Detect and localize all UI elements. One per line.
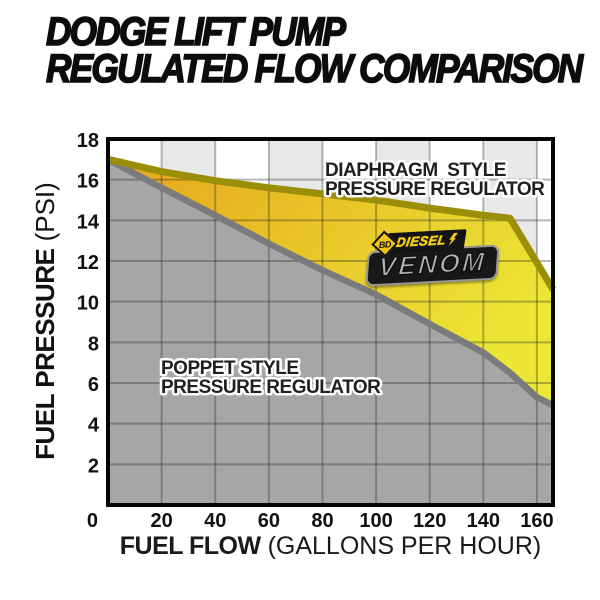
lightning-bolt-icon xyxy=(447,233,458,247)
plot-border xyxy=(106,137,555,507)
y-axis-title: FUEL PRESSURE (PSI) xyxy=(30,148,62,494)
x-axis-title-unit: (GALLONS PER HOUR) xyxy=(267,532,542,560)
title-line-1: DODGE LIFT PUMP xyxy=(45,10,346,54)
x-tick-label: 140 xyxy=(467,510,500,532)
diaphragm-area-fill xyxy=(108,159,553,406)
x-tick-label: 60 xyxy=(258,510,280,532)
diesel-wordmark-text: DIESEL xyxy=(395,232,448,250)
bd-diesel-venom-logo: BD DIESEL VENOM xyxy=(365,227,500,287)
y-tick-label: 2 xyxy=(88,455,99,477)
y-tick-label: 10 xyxy=(77,293,99,315)
x-tick-label: 20 xyxy=(150,510,172,532)
page-title: DODGE LIFT PUMP REGULATED FLOW COMPARISO… xyxy=(45,10,584,91)
diaphragm-curve-label-line1: DIAPHRAGM STYLE xyxy=(325,160,506,181)
poppet-curve-label-line1: POPPET STYLE xyxy=(161,358,299,379)
y-axis-title-main: FUEL PRESSURE xyxy=(30,248,60,460)
x-tick-label: 100 xyxy=(359,510,392,532)
y-tick-label: 12 xyxy=(77,252,99,274)
y-tick-label: 4 xyxy=(88,415,100,437)
bd-initials: BD xyxy=(378,238,392,249)
x-axis-title: FUEL FLOW (GALLONS PER HOUR) xyxy=(108,532,553,561)
y-tick-label: 14 xyxy=(77,211,100,233)
diaphragm-curve xyxy=(107,155,556,292)
poppet-area-fill xyxy=(108,159,553,506)
diaphragm-curve-label-line2: PRESSURE REGULATOR xyxy=(325,179,545,200)
x-axis-title-main: FUEL FLOW xyxy=(119,532,261,560)
poppet-curve xyxy=(106,156,555,409)
x-tick-label: 160 xyxy=(520,510,553,532)
y-tick-label: 18 xyxy=(77,130,99,152)
y-tick-label: 16 xyxy=(77,171,99,193)
y-tick-label: 8 xyxy=(88,333,99,355)
x-tick-label: 120 xyxy=(413,510,446,532)
y-axis-title-unit: (PSI) xyxy=(30,182,60,242)
poppet-curve-label-line2: PRESSURE REGULATOR xyxy=(161,377,381,398)
title-line-2: REGULATED FLOW COMPARISON xyxy=(45,47,584,91)
chart-render-layer: 20 40 60 80 100 120 140 160 0 2 4 6 8 10 12 14 16 18 xyxy=(77,130,556,532)
origin-tick-label: 0 xyxy=(87,510,98,532)
x-tick-label: 80 xyxy=(311,510,333,532)
x-tick-label: 40 xyxy=(204,510,226,532)
y-tick-label: 6 xyxy=(88,374,99,396)
